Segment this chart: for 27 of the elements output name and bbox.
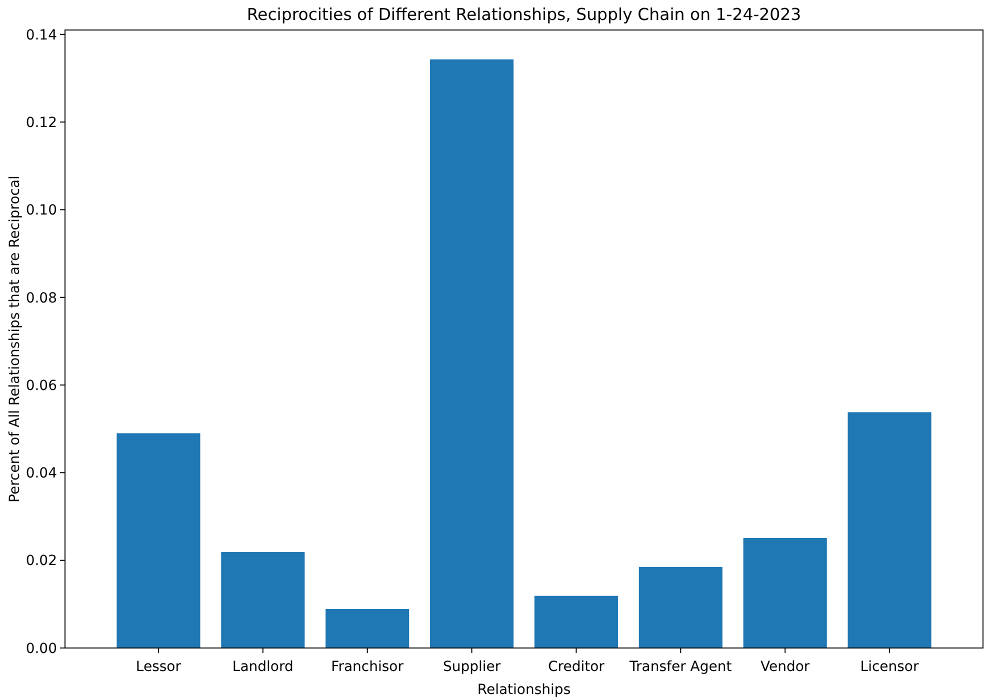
y-tick-label: 0.04	[26, 466, 58, 482]
x-tick-label: Franchisor	[331, 659, 404, 675]
x-tick-label: Creditor	[548, 659, 605, 675]
chart-title: Reciprocities of Different Relationships, Supply Chain on 1-24-2023	[246, 5, 802, 24]
y-tick-label: 0.00	[26, 640, 57, 657]
bar	[430, 59, 514, 648]
y-tick-label: 0.02	[26, 553, 57, 570]
bar	[326, 608, 410, 648]
bar	[848, 412, 932, 648]
x-tick-label: Supplier	[442, 659, 501, 675]
x-tick-label: Licensor	[860, 659, 920, 675]
bar	[116, 433, 200, 648]
y-tick-label: 0.10	[26, 202, 57, 219]
bar	[743, 538, 827, 648]
y-tick-label: 0.08	[26, 290, 57, 306]
x-tick-label: Transfer Agent	[628, 659, 732, 675]
y-tick-label: 0.14	[26, 27, 58, 44]
bar	[534, 596, 618, 648]
y-axis-title: Percent of All Relationships that are Reciprocal	[7, 176, 23, 502]
x-axis-title: Relationships	[477, 682, 571, 698]
y-tick-label: 0.06	[26, 378, 58, 394]
x-tick-label: Landlord	[232, 659, 294, 675]
x-tick-label: Vendor	[760, 659, 810, 675]
bar	[638, 566, 722, 648]
bar	[221, 552, 305, 648]
x-tick-label: Lessor	[136, 659, 182, 675]
y-tick-label: 0.12	[26, 114, 57, 131]
